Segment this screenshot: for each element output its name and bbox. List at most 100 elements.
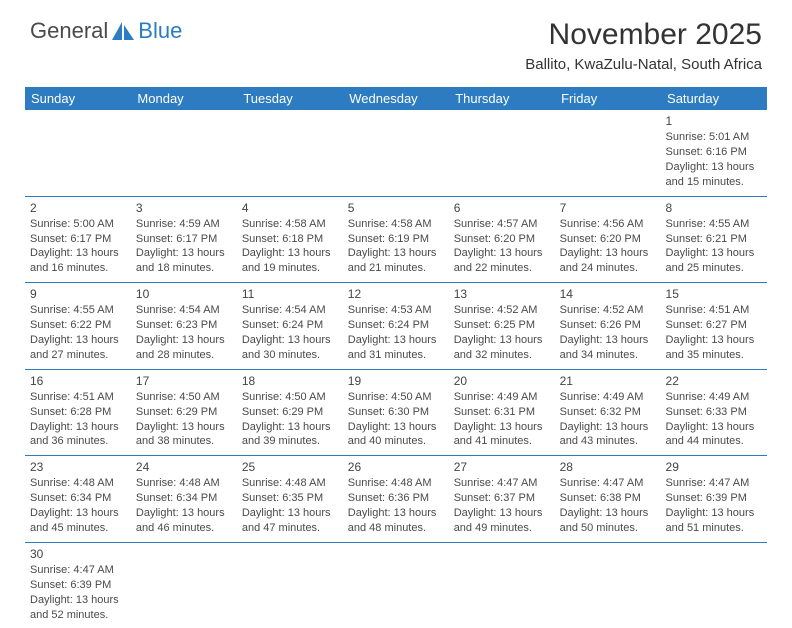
calendar-day-cell: 22Sunrise: 4:49 AMSunset: 6:33 PMDayligh…: [661, 369, 767, 456]
calendar-week-row: 16Sunrise: 4:51 AMSunset: 6:28 PMDayligh…: [25, 369, 767, 456]
calendar-day-cell: 17Sunrise: 4:50 AMSunset: 6:29 PMDayligh…: [131, 369, 237, 456]
sunset-text: Sunset: 6:17 PM: [136, 232, 232, 247]
daylight-text: Daylight: 13 hours and 43 minutes.: [560, 420, 656, 450]
day-number: 14: [560, 286, 656, 302]
sunrise-text: Sunrise: 4:50 AM: [348, 390, 444, 405]
day-number: 3: [136, 200, 232, 216]
sunrise-text: Sunrise: 4:57 AM: [454, 217, 550, 232]
sunrise-text: Sunrise: 4:58 AM: [242, 217, 338, 232]
sunset-text: Sunset: 6:17 PM: [30, 232, 126, 247]
logo-word2: Blue: [138, 18, 182, 44]
calendar-empty-cell: [131, 110, 237, 196]
sunrise-text: Sunrise: 4:48 AM: [242, 476, 338, 491]
sunrise-text: Sunrise: 4:49 AM: [454, 390, 550, 405]
sunrise-text: Sunrise: 4:47 AM: [560, 476, 656, 491]
sunrise-text: Sunrise: 5:01 AM: [666, 130, 762, 145]
sunrise-text: Sunrise: 4:48 AM: [30, 476, 126, 491]
calendar-day-cell: 4Sunrise: 4:58 AMSunset: 6:18 PMDaylight…: [237, 196, 343, 283]
sunset-text: Sunset: 6:34 PM: [136, 491, 232, 506]
logo: General Blue: [30, 18, 182, 44]
calendar-day-cell: 27Sunrise: 4:47 AMSunset: 6:37 PMDayligh…: [449, 456, 555, 543]
day-number: 1: [666, 113, 762, 129]
sunset-text: Sunset: 6:39 PM: [30, 578, 126, 593]
calendar-day-cell: 29Sunrise: 4:47 AMSunset: 6:39 PMDayligh…: [661, 456, 767, 543]
day-number: 10: [136, 286, 232, 302]
sunrise-text: Sunrise: 4:51 AM: [30, 390, 126, 405]
day-number: 6: [454, 200, 550, 216]
sunset-text: Sunset: 6:23 PM: [136, 318, 232, 333]
calendar-week-row: 30Sunrise: 4:47 AMSunset: 6:39 PMDayligh…: [25, 542, 767, 628]
calendar-week-row: 2Sunrise: 5:00 AMSunset: 6:17 PMDaylight…: [25, 196, 767, 283]
sunset-text: Sunset: 6:25 PM: [454, 318, 550, 333]
calendar-day-cell: 28Sunrise: 4:47 AMSunset: 6:38 PMDayligh…: [555, 456, 661, 543]
daylight-text: Daylight: 13 hours and 52 minutes.: [30, 593, 126, 623]
sunset-text: Sunset: 6:35 PM: [242, 491, 338, 506]
sunrise-text: Sunrise: 4:49 AM: [560, 390, 656, 405]
daylight-text: Daylight: 13 hours and 45 minutes.: [30, 506, 126, 536]
calendar-empty-cell: [449, 110, 555, 196]
weekday-header-row: SundayMondayTuesdayWednesdayThursdayFrid…: [25, 87, 767, 110]
calendar-empty-cell: [237, 110, 343, 196]
daylight-text: Daylight: 13 hours and 51 minutes.: [666, 506, 762, 536]
daylight-text: Daylight: 13 hours and 27 minutes.: [30, 333, 126, 363]
daylight-text: Daylight: 13 hours and 28 minutes.: [136, 333, 232, 363]
daylight-text: Daylight: 13 hours and 25 minutes.: [666, 246, 762, 276]
sunset-text: Sunset: 6:20 PM: [454, 232, 550, 247]
calendar-empty-cell: [555, 542, 661, 628]
daylight-text: Daylight: 13 hours and 39 minutes.: [242, 420, 338, 450]
daylight-text: Daylight: 13 hours and 15 minutes.: [666, 160, 762, 190]
calendar-day-cell: 7Sunrise: 4:56 AMSunset: 6:20 PMDaylight…: [555, 196, 661, 283]
daylight-text: Daylight: 13 hours and 16 minutes.: [30, 246, 126, 276]
daylight-text: Daylight: 13 hours and 47 minutes.: [242, 506, 338, 536]
weekday-header: Tuesday: [237, 87, 343, 110]
daylight-text: Daylight: 13 hours and 32 minutes.: [454, 333, 550, 363]
sunset-text: Sunset: 6:32 PM: [560, 405, 656, 420]
day-number: 17: [136, 373, 232, 389]
sunset-text: Sunset: 6:36 PM: [348, 491, 444, 506]
sunset-text: Sunset: 6:27 PM: [666, 318, 762, 333]
sunset-text: Sunset: 6:33 PM: [666, 405, 762, 420]
calendar-day-cell: 13Sunrise: 4:52 AMSunset: 6:25 PMDayligh…: [449, 283, 555, 370]
sunset-text: Sunset: 6:21 PM: [666, 232, 762, 247]
daylight-text: Daylight: 13 hours and 19 minutes.: [242, 246, 338, 276]
day-number: 2: [30, 200, 126, 216]
calendar-day-cell: 21Sunrise: 4:49 AMSunset: 6:32 PMDayligh…: [555, 369, 661, 456]
calendar-day-cell: 11Sunrise: 4:54 AMSunset: 6:24 PMDayligh…: [237, 283, 343, 370]
calendar-day-cell: 23Sunrise: 4:48 AMSunset: 6:34 PMDayligh…: [25, 456, 131, 543]
calendar-day-cell: 14Sunrise: 4:52 AMSunset: 6:26 PMDayligh…: [555, 283, 661, 370]
sunset-text: Sunset: 6:28 PM: [30, 405, 126, 420]
day-number: 13: [454, 286, 550, 302]
day-number: 28: [560, 459, 656, 475]
day-number: 30: [30, 546, 126, 562]
calendar-table: SundayMondayTuesdayWednesdayThursdayFrid…: [25, 87, 767, 628]
calendar-day-cell: 12Sunrise: 4:53 AMSunset: 6:24 PMDayligh…: [343, 283, 449, 370]
calendar-day-cell: 5Sunrise: 4:58 AMSunset: 6:19 PMDaylight…: [343, 196, 449, 283]
sunrise-text: Sunrise: 4:59 AM: [136, 217, 232, 232]
page-title: November 2025: [525, 18, 762, 52]
calendar-day-cell: 6Sunrise: 4:57 AMSunset: 6:20 PMDaylight…: [449, 196, 555, 283]
sunrise-text: Sunrise: 4:47 AM: [454, 476, 550, 491]
sunrise-text: Sunrise: 4:55 AM: [30, 303, 126, 318]
day-number: 27: [454, 459, 550, 475]
calendar-empty-cell: [131, 542, 237, 628]
calendar-day-cell: 2Sunrise: 5:00 AMSunset: 6:17 PMDaylight…: [25, 196, 131, 283]
daylight-text: Daylight: 13 hours and 18 minutes.: [136, 246, 232, 276]
daylight-text: Daylight: 13 hours and 40 minutes.: [348, 420, 444, 450]
calendar-day-cell: 18Sunrise: 4:50 AMSunset: 6:29 PMDayligh…: [237, 369, 343, 456]
sunrise-text: Sunrise: 4:50 AM: [136, 390, 232, 405]
weekday-header: Monday: [131, 87, 237, 110]
calendar-day-cell: 8Sunrise: 4:55 AMSunset: 6:21 PMDaylight…: [661, 196, 767, 283]
day-number: 23: [30, 459, 126, 475]
sunrise-text: Sunrise: 4:56 AM: [560, 217, 656, 232]
daylight-text: Daylight: 13 hours and 46 minutes.: [136, 506, 232, 536]
sunset-text: Sunset: 6:24 PM: [242, 318, 338, 333]
sunset-text: Sunset: 6:16 PM: [666, 145, 762, 160]
sunset-text: Sunset: 6:29 PM: [242, 405, 338, 420]
sunset-text: Sunset: 6:22 PM: [30, 318, 126, 333]
calendar-day-cell: 3Sunrise: 4:59 AMSunset: 6:17 PMDaylight…: [131, 196, 237, 283]
daylight-text: Daylight: 13 hours and 50 minutes.: [560, 506, 656, 536]
day-number: 4: [242, 200, 338, 216]
calendar-empty-cell: [25, 110, 131, 196]
sunrise-text: Sunrise: 4:55 AM: [666, 217, 762, 232]
daylight-text: Daylight: 13 hours and 49 minutes.: [454, 506, 550, 536]
